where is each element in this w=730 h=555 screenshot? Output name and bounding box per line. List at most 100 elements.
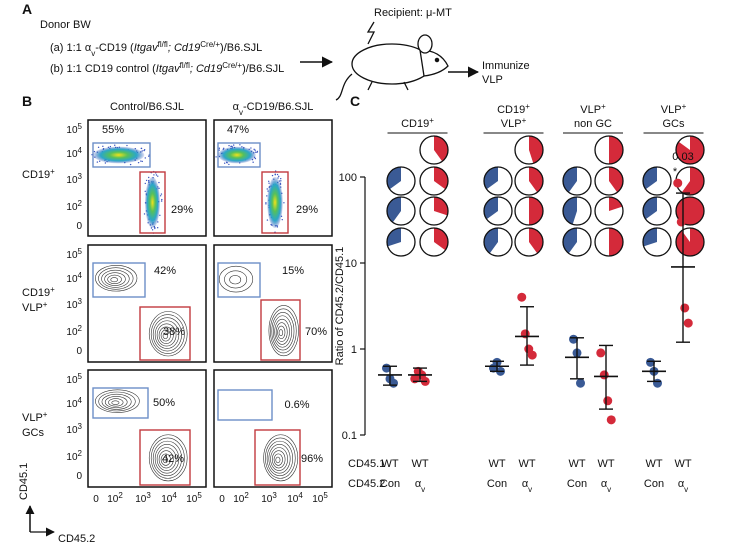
event-dot: [280, 177, 282, 180]
axis-arrow: [29, 506, 54, 532]
pie-outline: [386, 196, 416, 226]
text-part: 0: [93, 494, 99, 505]
text-part: +: [522, 116, 527, 125]
event-dot: [144, 182, 146, 185]
text-part: Cre/+: [222, 61, 242, 70]
contour: [98, 391, 136, 412]
contour: [154, 320, 180, 349]
pie-slice: [434, 197, 448, 216]
text-part: 10: [66, 149, 78, 160]
contour: [148, 311, 188, 357]
event-dot: [266, 219, 269, 221]
event-dot: [148, 155, 150, 158]
pie-group-label: VLP+: [661, 102, 687, 117]
text-part: α: [601, 478, 608, 490]
text-part: 5: [197, 491, 202, 500]
x-tick-label: 103: [261, 491, 277, 506]
text-part: +: [525, 102, 530, 111]
pie-outline: [562, 166, 592, 196]
text-part: 3: [272, 491, 277, 500]
pie-outline: [386, 227, 416, 257]
row-label: CD45.2: [348, 478, 385, 490]
text-part: 5: [78, 122, 83, 131]
text-part: +: [682, 102, 687, 111]
contour: [160, 329, 171, 342]
text-part: 10: [312, 494, 324, 505]
text-part: VLP: [22, 412, 43, 424]
gate: [139, 306, 191, 361]
contour: [110, 277, 118, 283]
text-part: 10: [66, 425, 78, 436]
text-part: 10: [135, 494, 147, 505]
text-part: 10: [186, 494, 198, 505]
contour: [156, 447, 177, 471]
text-part: v: [528, 485, 532, 494]
recipient-label: Recipient: μ-MT: [374, 7, 452, 19]
event-dot: [274, 173, 276, 175]
text-part: )/B6.SJL: [220, 42, 262, 54]
event-dot: [155, 174, 158, 176]
pie-outline: [483, 166, 513, 196]
gate: [92, 387, 149, 419]
data-point: [599, 370, 609, 380]
event-dot: [228, 163, 230, 166]
pie-group-label: CD19+: [497, 102, 530, 117]
data-point: [683, 318, 693, 328]
text-part: Con: [567, 478, 587, 490]
pie-outline: [419, 135, 449, 165]
text-part: +: [50, 285, 55, 294]
category-label: Con: [487, 478, 507, 490]
x-tick-label: 103: [135, 491, 151, 506]
pie-slice: [529, 197, 543, 225]
event-dot: [281, 218, 283, 221]
text-part: v: [684, 485, 688, 494]
category-label: Con: [644, 478, 664, 490]
donor-line: (b) 1:1 CD19 control (Itgavfl/fl; Cd19Cr…: [50, 61, 284, 76]
text-part: 10: [287, 494, 299, 505]
text-part: VLP: [501, 118, 522, 130]
event-dot: [97, 146, 100, 149]
row-label: CD19+: [22, 167, 55, 182]
contour: [218, 265, 254, 293]
text-part: -CD19/B6.SJL: [243, 101, 313, 113]
contour: [278, 329, 284, 337]
gate-percent: 29%: [296, 204, 318, 216]
category-label: WT: [518, 458, 535, 470]
contour: [111, 400, 120, 405]
text-part: v: [91, 49, 95, 58]
text-part: ; Cd19: [168, 42, 200, 54]
y-tick-label: 104: [66, 396, 82, 411]
event-dot: [143, 149, 146, 151]
donor-label: Donor BW: [40, 19, 91, 31]
event-dot: [140, 147, 143, 150]
event-dot: [239, 144, 241, 146]
pie-outline: [483, 196, 513, 226]
category-label: αv: [415, 478, 425, 494]
pie-outline: [562, 196, 592, 226]
significance-star: *: [673, 166, 678, 178]
immunize-label: Immunize: [482, 60, 530, 72]
contour: [266, 440, 294, 477]
category-label: Con: [380, 478, 400, 490]
text-part: -CD19 (: [95, 42, 134, 54]
y-tick-label: 10: [345, 258, 357, 270]
text-part: 3: [78, 422, 83, 431]
y-tick-label: 105: [66, 247, 82, 262]
pie-slice: [529, 228, 543, 254]
y-tick-label: 103: [66, 422, 82, 437]
category-label: WT: [597, 458, 614, 470]
pie-outline: [642, 227, 672, 257]
gate-percent: 29%: [171, 204, 193, 216]
data-point: [596, 348, 606, 358]
event-dot: [254, 157, 257, 160]
y-tick-label: 103: [66, 172, 82, 187]
gate: [217, 389, 273, 421]
column-header: αv-CD19/B6.SJL: [233, 101, 314, 117]
gate-percent: 38%: [163, 326, 185, 338]
event-dot: [156, 226, 159, 229]
contour: [158, 450, 174, 469]
data-point: [680, 303, 690, 313]
event-dot: [223, 162, 226, 164]
contour: [224, 270, 248, 289]
pie-outline: [594, 196, 624, 226]
